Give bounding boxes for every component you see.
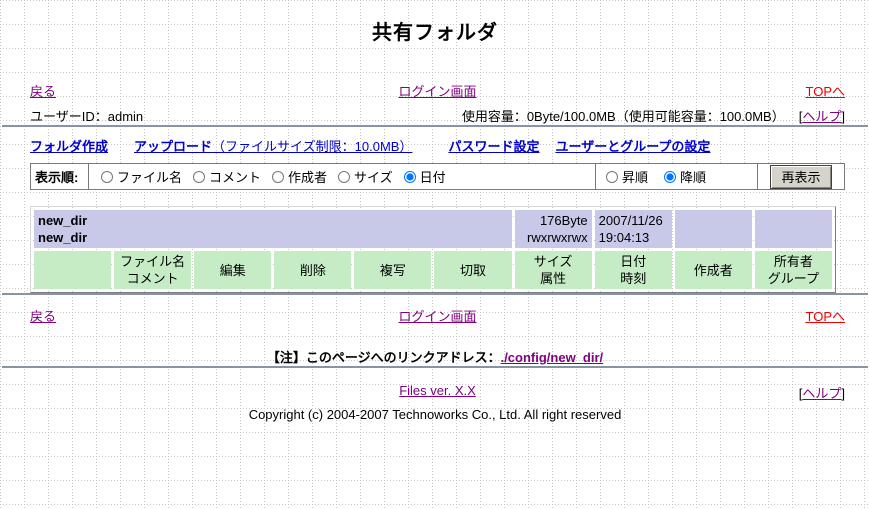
- header-delete: 削除: [274, 251, 352, 289]
- header-edit: 編集: [194, 251, 272, 289]
- divider: [2, 293, 868, 295]
- sort-order-bar: 表示順: ファイル名 コメント 作成者 サイズ 日付 昇順 降順: [30, 163, 845, 190]
- top-link-bottom[interactable]: TOPへ: [805, 309, 846, 324]
- help-bracket-close: ]: [841, 109, 845, 124]
- header-attr-label: 属性: [540, 271, 567, 286]
- sort-radio-size-input[interactable]: [338, 170, 351, 183]
- top-link[interactable]: TOPへ: [805, 84, 846, 99]
- refresh-button[interactable]: 再表示: [770, 164, 832, 189]
- sort-radio-comment-label: コメント: [209, 170, 262, 185]
- divider: [2, 125, 868, 127]
- sort-radio-filename-label: ファイル名: [117, 170, 183, 185]
- bottom-nav: 戻る ログイン画面 TOPへ: [30, 306, 845, 325]
- header-size-label: サイズ: [533, 254, 573, 269]
- sort-radio-creator-input[interactable]: [272, 170, 285, 183]
- sort-field-options: ファイル名 コメント 作成者 サイズ 日付: [89, 164, 595, 189]
- file-row: new_dir new_dir 176Byte rwxrwxrwx 2007/1…: [34, 210, 832, 248]
- file-table-header-row: ファイル名 コメント 編集 削除 複写 切取 サイズ 属性 日付 時刻 作成者 …: [34, 251, 832, 289]
- link-address-note-label: 【注】このページへのリンクアドレス：: [266, 350, 501, 365]
- sort-radio-descending-label: 降順: [680, 170, 707, 185]
- sort-radio-date-input[interactable]: [403, 170, 416, 183]
- divider: [2, 366, 868, 368]
- sort-radio-filename-input[interactable]: [101, 170, 113, 183]
- help-bracket-open: [: [798, 109, 803, 124]
- sort-radio-date[interactable]: 日付: [403, 167, 446, 186]
- file-date-cell: 2007/11/26 19:04:13: [594, 210, 672, 248]
- file-attr: rwxrwxrwx: [527, 230, 588, 245]
- upload-link-label: アップロード: [134, 139, 213, 154]
- file-creator-cell: [674, 210, 752, 248]
- sort-radio-date-label: 日付: [419, 170, 446, 185]
- upload-link[interactable]: アップロード（ファイルサイズ制限：10.0MB）: [134, 139, 412, 154]
- back-link-bottom[interactable]: 戻る: [30, 309, 57, 324]
- upload-size-limit-label: （ファイルサイズ制限：10.0MB）: [212, 139, 413, 154]
- header-cut: 切取: [434, 251, 512, 289]
- link-address-note: 【注】このページへのリンクアドレス：./config/new_dir/: [0, 347, 870, 366]
- header-date-time: 日付 時刻: [594, 251, 672, 289]
- sort-direction-options: 昇順 降順: [595, 164, 757, 189]
- header-date-label: 日付: [620, 254, 647, 269]
- file-date: 2007/11/26: [598, 213, 663, 228]
- user-id-label: ユーザーID：admin: [30, 109, 144, 124]
- version-link[interactable]: Files ver. X.X: [399, 383, 476, 398]
- file-time: 19:04:13: [598, 230, 650, 245]
- file-owner-group-cell: [754, 210, 832, 248]
- user-status-line: ユーザーID：admin 使用容量：0Byte/100.0MB（使用可能容量：1…: [30, 106, 845, 125]
- user-group-settings-link[interactable]: ユーザーとグループの設定: [555, 139, 711, 154]
- sort-radio-ascending[interactable]: 昇順: [606, 167, 648, 186]
- copyright-text: Copyright (c) 2004-2007 Technoworks Co.,…: [248, 407, 622, 422]
- footer-help-link[interactable]: ヘルプ: [802, 386, 842, 401]
- sort-radio-comment[interactable]: コメント: [193, 167, 261, 186]
- action-links: フォルダ作成 アップロード（ファイルサイズ制限：10.0MB） パスワード設定 ユーザ…: [30, 136, 845, 155]
- create-folder-link[interactable]: フォルダ作成: [30, 139, 109, 154]
- header-name-comment: ファイル名 コメント: [114, 251, 192, 289]
- header-copy: 複写: [354, 251, 432, 289]
- sort-radio-creator[interactable]: 作成者: [272, 167, 327, 186]
- header-name-label: ファイル名: [120, 254, 186, 269]
- file-table: new_dir new_dir 176Byte rwxrwxrwx 2007/1…: [30, 206, 836, 293]
- file-name: new_dir: [38, 213, 88, 228]
- header-group-label: グループ: [767, 271, 820, 286]
- file-name-cell: new_dir new_dir: [34, 210, 512, 248]
- footer-help-bracket-open: [: [798, 386, 803, 401]
- footer: Files ver. X.X [ヘルプ]: [30, 383, 845, 401]
- page-title: 共有フォルダ: [372, 22, 498, 44]
- header-owner-label: 所有者: [773, 254, 813, 269]
- sort-radio-size[interactable]: サイズ: [338, 167, 393, 186]
- sort-radio-size-label: サイズ: [354, 170, 393, 185]
- header-creator: 作成者: [674, 251, 752, 289]
- sort-radio-ascending-label: 昇順: [622, 170, 649, 185]
- password-settings-link[interactable]: パスワード設定: [448, 139, 540, 154]
- header-time-label: 時刻: [620, 271, 647, 286]
- sort-radio-creator-label: 作成者: [288, 170, 328, 185]
- header-size-attr: サイズ 属性: [514, 251, 592, 289]
- header-select-cell: [34, 251, 112, 289]
- sort-order-label: 表示順:: [31, 164, 89, 189]
- login-screen-link-bottom[interactable]: ログイン画面: [398, 309, 477, 324]
- file-comment: new_dir: [38, 230, 88, 245]
- header-comment-label: コメント: [126, 271, 179, 286]
- sort-radio-descending-input[interactable]: [664, 170, 677, 183]
- footer-help-bracket-close: ]: [841, 386, 845, 401]
- top-nav: 戻る ログイン画面 TOPへ: [30, 81, 845, 100]
- login-screen-link[interactable]: ログイン画面: [398, 84, 477, 99]
- sort-radio-comment-input[interactable]: [193, 170, 206, 183]
- link-address-link[interactable]: ./config/new_dir/: [500, 350, 604, 365]
- header-owner-group: 所有者 グループ: [754, 251, 832, 289]
- sort-radio-descending[interactable]: 降順: [664, 167, 706, 186]
- file-size-cell: 176Byte rwxrwxrwx: [514, 210, 592, 248]
- usage-label: 使用容量：0Byte/100.0MB（使用可能容量：100.0MB）: [461, 109, 785, 124]
- sort-radio-ascending-input[interactable]: [606, 170, 618, 183]
- refresh-button-cell: 再表示: [757, 164, 844, 189]
- back-link[interactable]: 戻る: [30, 84, 57, 99]
- file-size: 176Byte: [539, 213, 588, 228]
- sort-radio-filename[interactable]: ファイル名: [101, 167, 182, 186]
- help-link[interactable]: ヘルプ: [802, 109, 842, 124]
